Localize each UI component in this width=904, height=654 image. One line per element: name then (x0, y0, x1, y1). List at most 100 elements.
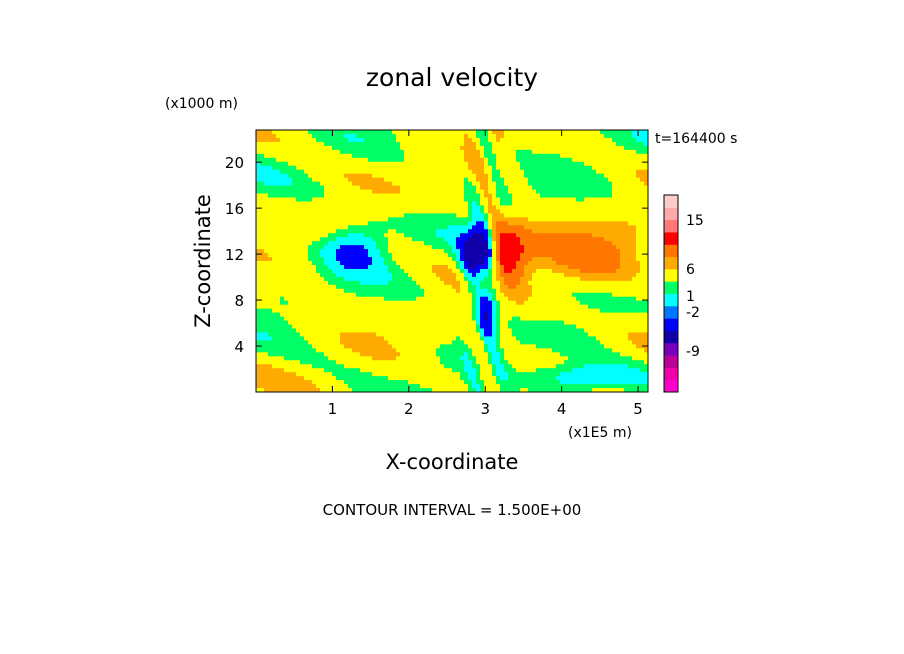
field-cell (296, 304, 301, 310)
field-cell (404, 316, 409, 322)
field-cell (364, 217, 369, 222)
field-cell (288, 364, 293, 369)
field-cell (440, 356, 445, 361)
field-cell (284, 328, 289, 334)
field-cell (320, 388, 325, 392)
field-cell (532, 221, 537, 226)
field-cell (368, 217, 373, 222)
field-cell (316, 356, 321, 361)
field-cell (324, 253, 329, 258)
field-cell (280, 137, 285, 143)
field-cell (492, 388, 497, 392)
field-cell (492, 300, 497, 306)
field-cell (332, 292, 337, 298)
field-cell (552, 237, 557, 242)
field-cell (304, 384, 309, 389)
field-cell (520, 237, 525, 242)
field-cell (444, 384, 449, 389)
field-cell (464, 336, 469, 341)
field-cell (528, 388, 533, 392)
field-cell (408, 320, 413, 326)
field-cell (468, 388, 473, 392)
field-cell (404, 209, 409, 214)
field-cell (516, 225, 521, 230)
field-cell (500, 141, 505, 147)
field-cell (532, 157, 537, 163)
field-cell (432, 153, 437, 159)
field-cell (340, 296, 345, 302)
field-cell (528, 165, 533, 171)
field-cell (316, 368, 321, 373)
field-cell (312, 272, 317, 278)
field-cell (388, 221, 393, 226)
field-cell (408, 209, 413, 214)
field-cell (256, 153, 261, 159)
field-cell (428, 296, 433, 302)
field-cell (496, 292, 501, 298)
field-cell (424, 249, 429, 254)
field-cell (472, 185, 477, 191)
field-cell (488, 264, 493, 270)
field-cell (436, 233, 441, 238)
field-cell (256, 185, 261, 191)
field-cell (532, 332, 537, 338)
field-cell (512, 324, 517, 330)
field-cell (520, 296, 525, 302)
field-cell (288, 336, 293, 341)
field-cell (540, 380, 545, 385)
field-cell (528, 153, 533, 159)
field-cell (352, 177, 357, 183)
field-cell (288, 264, 293, 270)
field-cell (348, 157, 353, 163)
field-cell (428, 316, 433, 322)
field-cell (368, 360, 373, 365)
field-cell (408, 276, 413, 282)
field-cell (296, 177, 301, 183)
field-cell (312, 185, 317, 191)
field-cell (288, 272, 293, 278)
field-cell (412, 197, 417, 203)
field-cell (480, 288, 485, 294)
field-cell (428, 360, 433, 365)
field-cell (384, 296, 389, 302)
field-cell (408, 237, 413, 242)
field-cell (548, 261, 553, 266)
field-cell (548, 280, 553, 286)
field-cell (328, 149, 333, 155)
field-cell (412, 344, 417, 349)
field-cell (384, 153, 389, 159)
field-cell (360, 165, 365, 171)
field-cell (288, 181, 293, 187)
field-cell (456, 372, 461, 377)
field-cell (432, 149, 437, 155)
field-cell (500, 324, 505, 330)
field-cell (532, 264, 537, 270)
field-cell (516, 157, 521, 163)
field-cell (336, 193, 341, 199)
field-cell (372, 221, 377, 226)
field-cell (536, 225, 541, 230)
field-cell (356, 316, 361, 322)
field-cell (428, 133, 433, 139)
field-cell (408, 141, 413, 147)
field-cell (444, 221, 449, 226)
field-cell (288, 268, 293, 274)
field-cell (448, 364, 453, 369)
field-cell (440, 193, 445, 199)
field-cell (552, 364, 557, 369)
field-cell (308, 221, 313, 226)
field-cell (424, 356, 429, 361)
field-cell (508, 177, 513, 183)
field-cell (336, 165, 341, 171)
field-cell (288, 388, 293, 392)
field-cell (540, 340, 545, 345)
field-cell (364, 149, 369, 155)
field-cell (372, 296, 377, 302)
field-cell (320, 292, 325, 298)
field-cell (484, 372, 489, 377)
field-cell (348, 376, 353, 381)
field-cell (280, 352, 285, 357)
field-cell (416, 237, 421, 242)
field-cell (352, 257, 357, 262)
field-cell (296, 356, 301, 361)
